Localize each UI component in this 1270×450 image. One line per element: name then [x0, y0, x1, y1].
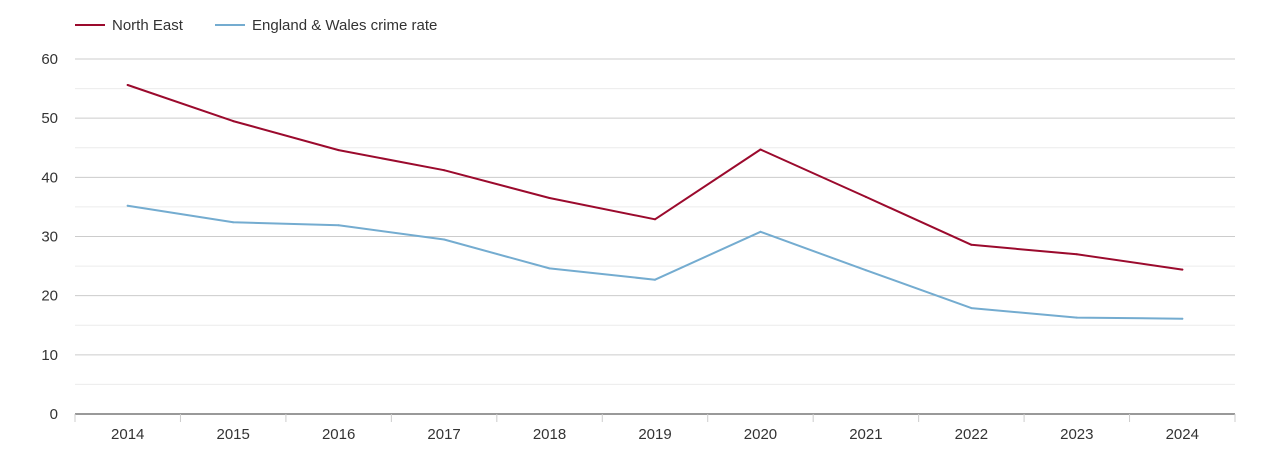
series-group [126, 84, 1184, 320]
data-point-north-east[interactable] [1075, 253, 1078, 256]
y-tick-label: 60 [41, 51, 58, 68]
data-point-england-wales-crime-rate[interactable] [443, 238, 446, 241]
x-tick-label: 2023 [1060, 426, 1093, 443]
x-tick-label: 2020 [744, 426, 777, 443]
data-point-north-east[interactable] [864, 195, 867, 198]
data-point-england-wales-crime-rate[interactable] [970, 307, 973, 310]
x-tick-label: 2017 [427, 426, 460, 443]
data-point-england-wales-crime-rate[interactable] [864, 269, 867, 272]
x-tick-label: 2022 [955, 426, 988, 443]
data-point-north-east[interactable] [126, 84, 129, 86]
data-point-north-east[interactable] [759, 148, 762, 151]
data-point-england-wales-crime-rate[interactable] [548, 267, 551, 270]
y-tick-label: 40 [41, 169, 58, 186]
x-tick-label: 2015 [216, 426, 249, 443]
x-tick-label: 2021 [849, 426, 882, 443]
x-tick-label: 2024 [1166, 426, 1199, 443]
x-axis: 2014 2015 2016 2017 2018 2019 2020 2021 2022 2023… [74, 413, 1236, 443]
y-tick-label: 0 [50, 406, 58, 423]
data-point-england-wales-crime-rate[interactable] [1075, 316, 1078, 319]
data-point-north-east[interactable] [654, 218, 656, 221]
data-point-north-east[interactable] [337, 149, 340, 152]
x-tick-label: 2018 [533, 426, 566, 443]
x-tick-label: 2019 [638, 426, 671, 443]
data-point-north-east[interactable] [232, 120, 235, 123]
series-line-england-wales-crime-rate[interactable] [126, 204, 1184, 320]
gridlines [75, 58, 1235, 385]
data-point-england-wales-crime-rate[interactable] [1181, 317, 1184, 320]
data-point-england-wales-crime-rate[interactable] [126, 204, 129, 207]
data-point-england-wales-crime-rate[interactable] [759, 230, 762, 233]
y-tick-label: 20 [41, 288, 58, 305]
data-point-north-east[interactable] [443, 169, 446, 172]
y-axis: 0 10 20 30 40 50 60 [41, 51, 58, 423]
data-point-england-wales-crime-rate[interactable] [232, 221, 235, 224]
data-point-england-wales-crime-rate[interactable] [337, 224, 340, 227]
legend: North East England & Wales crime rate [75, 17, 437, 34]
data-point-north-east[interactable] [970, 243, 973, 246]
legend-item-north-east[interactable]: North East [75, 17, 184, 34]
y-tick-label: 30 [41, 229, 58, 246]
data-point-north-east[interactable] [548, 197, 551, 199]
y-tick-label: 10 [41, 347, 58, 364]
legend-label-north-east: North East [112, 17, 184, 34]
x-tick-label: 2016 [322, 426, 355, 443]
legend-label-england-wales: England & Wales crime rate [252, 17, 437, 34]
data-point-england-wales-crime-rate[interactable] [654, 278, 656, 281]
y-tick-label: 50 [41, 110, 58, 127]
x-tick-label: 2014 [111, 426, 144, 443]
data-point-north-east[interactable] [1181, 268, 1184, 271]
legend-item-england-wales[interactable]: England & Wales crime rate [215, 17, 437, 34]
